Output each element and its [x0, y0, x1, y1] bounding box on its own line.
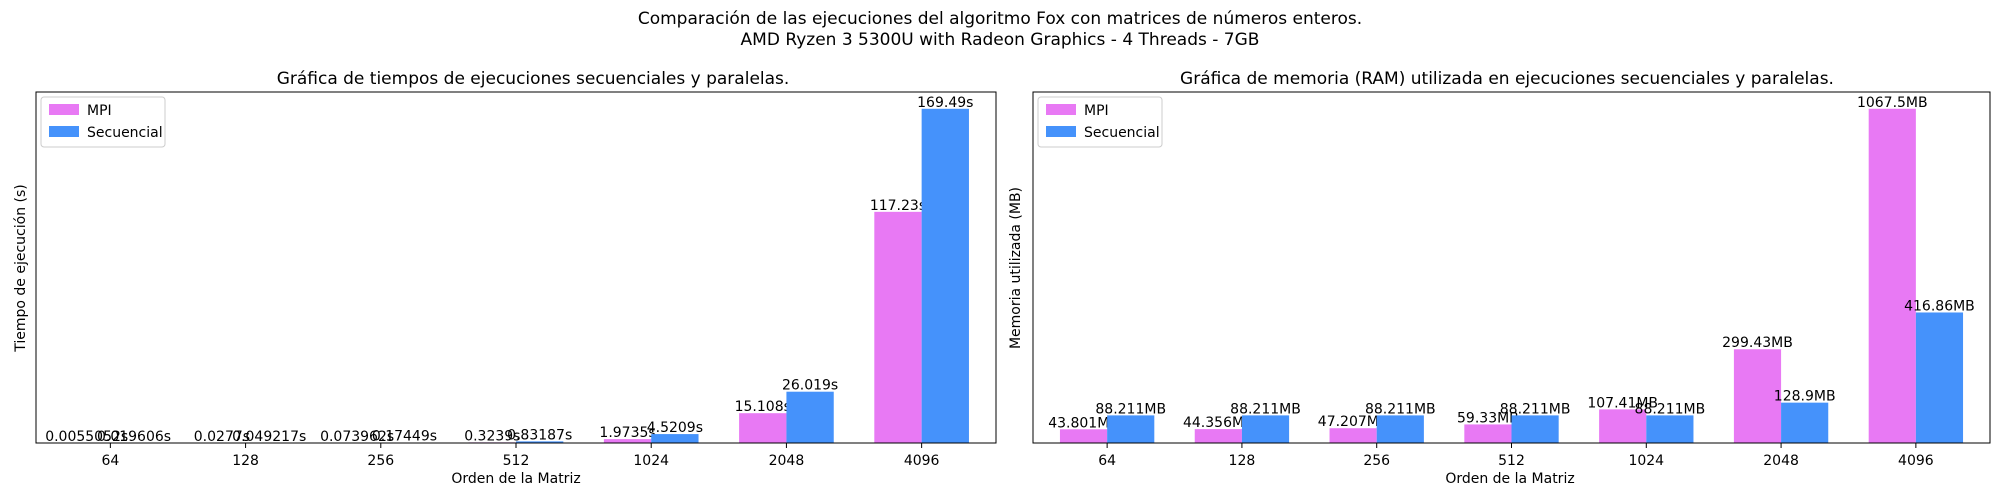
time-x-tick-label: 2048 — [769, 453, 805, 469]
time-bar-label-secuencial-256: 0.17449s — [372, 429, 437, 445]
time-bar-secuencial-1024 — [651, 434, 699, 443]
memory-bar-mpi-1024 — [1599, 409, 1647, 443]
time-x-tick-label: 256 — [367, 453, 394, 469]
time-y-axis-label: Tiempo de ejecución (s) — [13, 184, 29, 353]
time-bar-label-secuencial-64: 0.019606s — [97, 429, 171, 445]
time-bar-label-secuencial-512: 0.83187s — [507, 427, 572, 443]
memory-x-tick-label: 1024 — [1628, 453, 1664, 469]
time-legend-mpi-label: MPI — [87, 103, 112, 119]
time-bar-secuencial-512 — [516, 441, 564, 443]
memory-y-axis-label: Memoria utilizada (MB) — [1008, 187, 1024, 349]
time-bar-label-mpi-256: 0.073962s — [320, 429, 394, 445]
memory-bar-secuencial-64 — [1107, 415, 1155, 443]
memory-legend-secuencial-swatch — [1046, 126, 1076, 137]
memory-bar-mpi-2048 — [1733, 349, 1782, 443]
time-bar-label-secuencial-2048: 26.019s — [782, 378, 838, 394]
memory-bar-secuencial-4096 — [1915, 312, 1964, 443]
time-x-tick-label: 64 — [101, 453, 119, 469]
memory-bar-label-mpi-256: 47.207MB — [1318, 414, 1389, 430]
memory-bar-secuencial-2048 — [1781, 402, 1829, 443]
time-bar-mpi-4096 — [874, 211, 922, 443]
time-x-tick-label: 128 — [232, 453, 259, 469]
memory-chart-title: Gráfica de memoria (RAM) utilizada en ej… — [1180, 69, 1834, 89]
memory-x-tick-label: 4096 — [1898, 453, 1934, 469]
time-legend: MPI Secuencial — [40, 96, 166, 148]
time-bar-secuencial-2048 — [786, 391, 834, 443]
memory-bar-label-secuencial-4096: 416.86MB — [1904, 298, 1975, 314]
time-bar-mpi-1024 — [603, 439, 652, 443]
memory-bar-label-secuencial-256: 88.211MB — [1365, 401, 1436, 417]
memory-bar-mpi-64 — [1059, 429, 1108, 443]
memory-bar-secuencial-128 — [1241, 415, 1290, 443]
time-legend-secuencial-swatch — [49, 126, 79, 137]
time-bar-label-mpi-512: 0.3239s — [464, 428, 520, 444]
memory-plot-frame — [1032, 91, 1991, 444]
time-bar-label-mpi-2048: 15.108s — [735, 399, 791, 415]
time-legend-mpi-swatch — [49, 104, 79, 115]
time-plot-frame — [35, 91, 997, 444]
memory-bar-mpi-128 — [1194, 429, 1242, 443]
time-bar-label-mpi-64: 0.0055052s — [45, 429, 128, 445]
memory-bar-secuencial-512 — [1511, 415, 1559, 443]
memory-bar-label-mpi-1024: 107.41MB — [1587, 395, 1658, 411]
memory-bar-label-mpi-2048: 299.43MB — [1722, 335, 1793, 351]
memory-x-tick-label: 512 — [1498, 453, 1525, 469]
memory-bar-label-secuencial-1024: 88.211MB — [1635, 401, 1706, 417]
memory-bar-label-secuencial-64: 88.211MB — [1095, 401, 1166, 417]
memory-legend-mpi-swatch — [1046, 104, 1076, 115]
time-legend-secuencial-label: Secuencial — [87, 125, 163, 141]
memory-bar-label-mpi-128: 44.356MB — [1183, 415, 1254, 431]
time-bar-mpi-2048 — [739, 413, 787, 443]
time-bar-label-mpi-4096: 117.23s — [870, 198, 926, 214]
time-chart: Gráfica de tiempos de ejecuciones secuen… — [13, 69, 997, 487]
time-bar-label-mpi-1024: 1.9735s — [599, 425, 655, 441]
memory-bar-label-mpi-64: 43.801MB — [1048, 415, 1119, 431]
memory-legend: MPI Secuencial — [1037, 96, 1163, 148]
memory-legend-secuencial-label: Secuencial — [1084, 125, 1160, 141]
memory-bar-mpi-4096 — [1868, 108, 1916, 444]
memory-bar-label-mpi-512: 59.33MB — [1457, 410, 1519, 426]
time-x-axis-label: Orden de la Matriz — [451, 471, 580, 487]
memory-bar-secuencial-1024 — [1646, 415, 1694, 443]
memory-chart: Gráfica de memoria (RAM) utilizada en ej… — [1008, 69, 1991, 487]
time-x-tick-label: 512 — [503, 453, 530, 469]
memory-bar-label-secuencial-512: 88.211MB — [1500, 401, 1571, 417]
memory-x-tick-label: 64 — [1098, 453, 1116, 469]
memory-x-tick-label: 256 — [1363, 453, 1390, 469]
time-bar-label-secuencial-1024: 4.5209s — [647, 420, 703, 436]
memory-bar-mpi-512 — [1464, 424, 1512, 443]
memory-legend-mpi-label: MPI — [1084, 103, 1109, 119]
memory-x-tick-label: 128 — [1229, 453, 1256, 469]
figure-suptitle-line1: Comparación de las ejecuciones del algor… — [638, 9, 1362, 29]
figure-suptitle-line2: AMD Ryzen 3 5300U with Radeon Graphics -… — [741, 30, 1260, 50]
time-chart-title: Gráfica de tiempos de ejecuciones secuen… — [277, 69, 790, 89]
memory-x-tick-label: 2048 — [1763, 453, 1799, 469]
memory-bar-mpi-256 — [1329, 428, 1377, 443]
time-bar-label-secuencial-4096: 169.49s — [917, 95, 973, 111]
time-bar-label-secuencial-128: 0.049217s — [232, 429, 306, 445]
memory-bar-label-secuencial-128: 88.211MB — [1230, 401, 1301, 417]
time-bar-label-mpi-128: 0.0277s — [194, 429, 250, 445]
time-bar-secuencial-4096 — [921, 108, 969, 444]
memory-x-axis-label: Orden de la Matriz — [1445, 471, 1574, 487]
memory-bar-secuencial-256 — [1376, 415, 1424, 443]
memory-bar-label-mpi-4096: 1067.5MB — [1857, 95, 1928, 111]
time-x-tick-label: 1024 — [633, 453, 669, 469]
memory-plot-area: 6443.801MB88.211MB12844.356MB88.211MB256… — [1048, 95, 1975, 469]
time-x-tick-label: 4096 — [904, 453, 940, 469]
memory-bar-label-secuencial-2048: 128.9MB — [1774, 389, 1836, 405]
